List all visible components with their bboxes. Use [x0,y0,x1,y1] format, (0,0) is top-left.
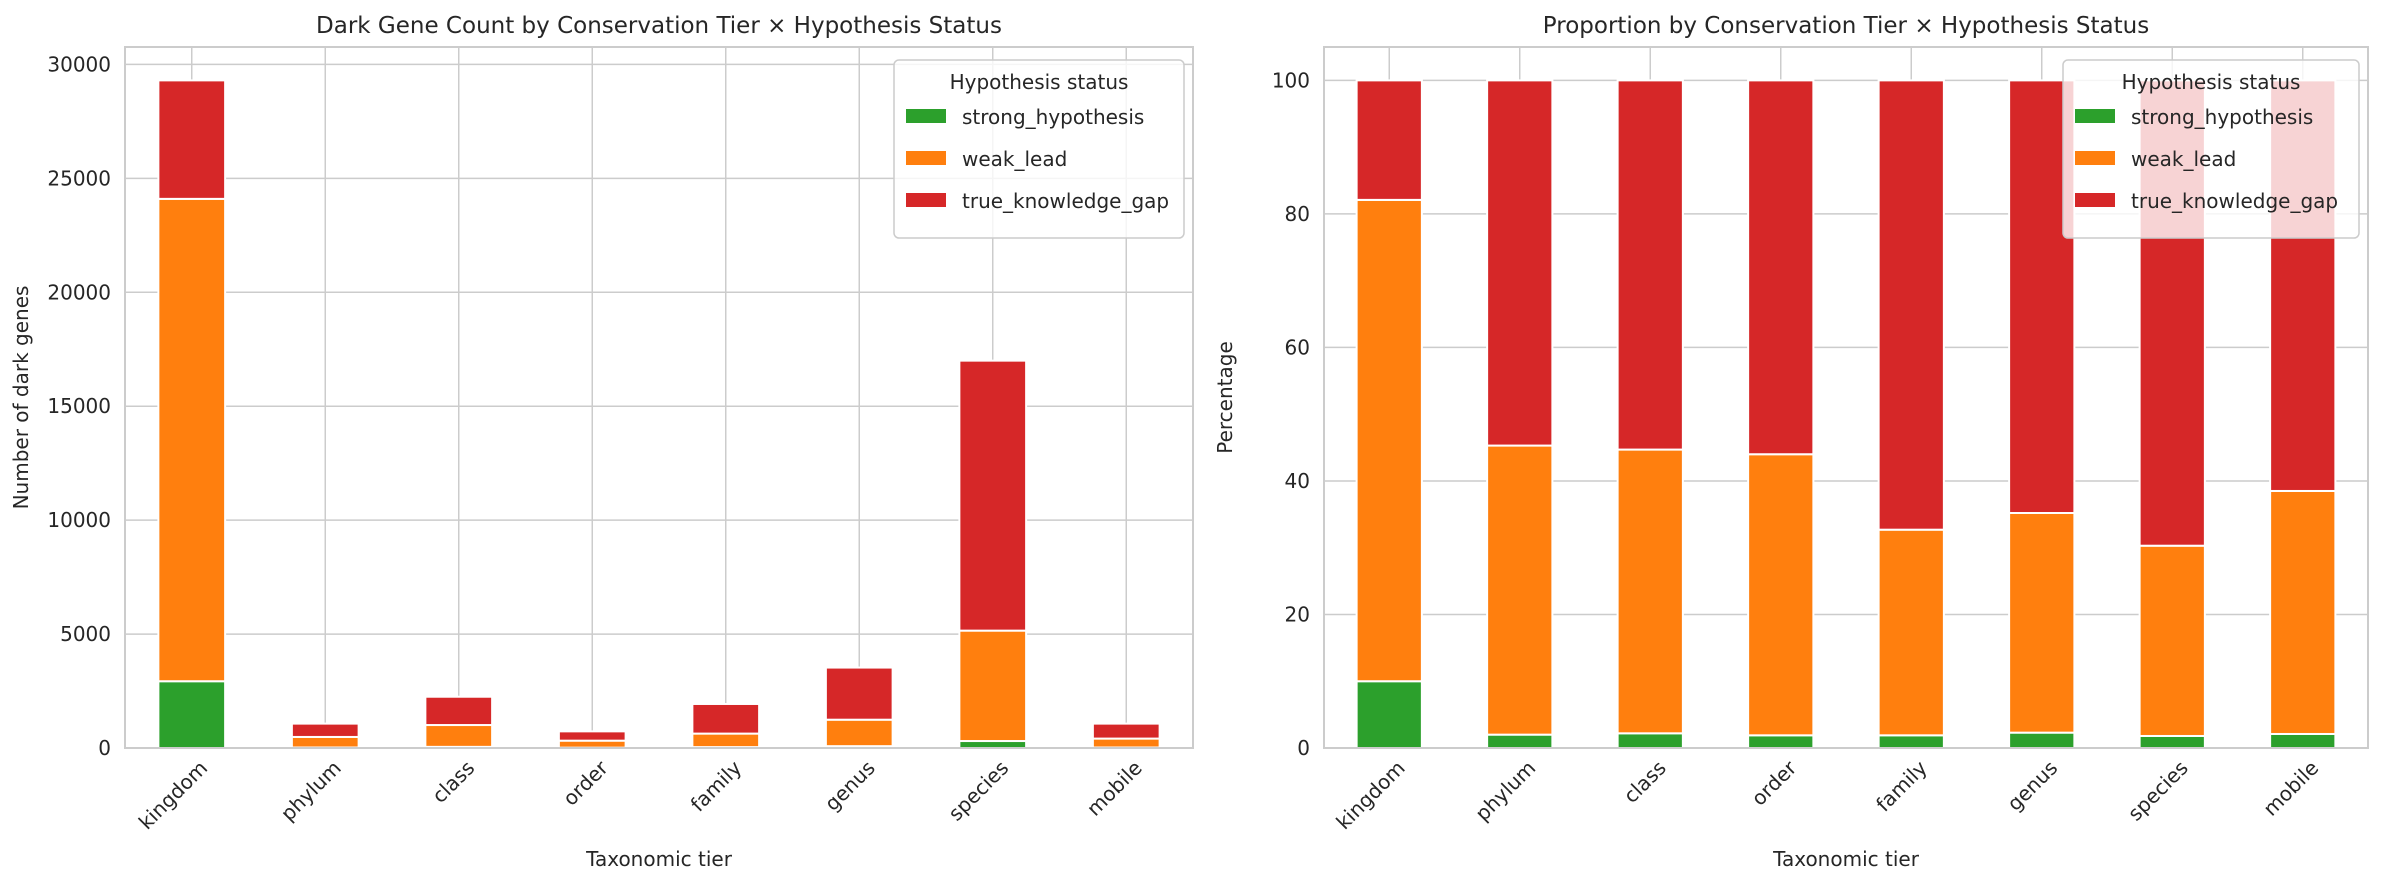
legend-title: Hypothesis status [950,70,1129,94]
bar-strong_hypothesis [1879,735,1944,748]
bar-weak_lead [1357,200,1422,681]
x-tick-label: species [943,756,1013,826]
x-tick-label: species [2123,756,2193,826]
x-tick-label: mobile [1082,756,1147,821]
bar-weak_lead [692,734,759,748]
x-tick-label: genus [2002,756,2062,816]
bar-strong_hypothesis [1748,735,1813,748]
legend-swatch-true_knowledge_gap [2075,193,2115,207]
y-tick-label: 40 [1285,469,1310,493]
x-tick-label: family [686,756,747,817]
x-tick-label: phylum [1470,756,1540,826]
bar-strong_hypothesis [158,681,225,748]
bar-weak_lead [2270,491,2335,734]
bar-true_knowledge_gap [292,724,359,737]
bar-strong_hypothesis [2009,733,2074,748]
x-tick-label: phylum [276,756,346,826]
bar-true_knowledge_gap [559,731,626,740]
legend-label: true_knowledge_gap [962,189,1169,213]
y-tick-label: 20000 [47,280,111,304]
legend-swatch-weak_lead [2075,151,2115,165]
legend-swatch-weak_lead [906,151,946,165]
bar-weak_lead [559,741,626,748]
y-tick-label: 20 [1285,602,1310,626]
bar-weak_lead [1879,530,1944,736]
bar-true_knowledge_gap [1879,80,1944,529]
bar-weak_lead [2140,546,2205,736]
y-tick-label: 10000 [47,508,111,532]
y-tick-label: 30000 [47,52,111,76]
legend-swatch-strong_hypothesis [2075,109,2115,123]
bar-true_knowledge_gap [158,80,225,198]
bar-strong_hypothesis [1357,681,1422,748]
bar-true_knowledge_gap [1093,724,1160,739]
bar-true_knowledge_gap [692,704,759,734]
legend-label: weak_lead [962,147,1067,171]
x-tick-label: kingdom [1331,756,1409,834]
bar-true_knowledge_gap [1618,80,1683,449]
y-tick-label: 100 [1272,68,1310,92]
bar-weak_lead [425,725,492,747]
legend-swatch-true_knowledge_gap [906,193,946,207]
x-tick-label: class [427,756,479,808]
bar-true_knowledge_gap [425,697,492,725]
bar-weak_lead [1748,454,1813,735]
bar-strong_hypothesis [2140,736,2205,748]
bar-weak_lead [826,720,893,746]
bar-strong_hypothesis [1487,735,1552,748]
bar-true_knowledge_gap [1748,80,1813,454]
x-tick-label: genus [820,756,880,816]
y-tick-label: 80 [1285,202,1310,226]
y-tick-label: 0 [98,736,111,760]
bar-weak_lead [1618,450,1683,734]
bar-weak_lead [158,199,225,681]
count-chart: 0 5000 10000 15000 20000 25000 30000 kingdom phy… [9,13,1193,871]
x-tick-label: family [1871,756,1932,817]
legend-title: Hypothesis status [2122,70,2301,94]
bar-weak_lead [2009,513,2074,733]
bar-weak_lead [1093,739,1160,748]
bar-true_knowledge_gap [1357,80,1422,200]
legend-label: weak_lead [2131,147,2236,171]
bar-weak_lead [292,737,359,748]
y-axis-label: Number of dark genes [9,286,33,510]
legend-swatch-strong_hypothesis [906,109,946,123]
bar-strong_hypothesis [2270,734,2335,748]
y-axis-label: Percentage [1213,341,1237,454]
x-tick-label: mobile [2258,756,2323,821]
legend-label: strong_hypothesis [2131,105,2313,129]
bar-true_knowledge_gap [826,668,893,720]
x-axis-label: Taxonomic tier [1772,847,1920,871]
bar-true_knowledge_gap [1487,80,1552,445]
x-tick-label: class [1619,756,1671,808]
x-tick-label: kingdom [134,756,212,834]
legend: Hypothesis status strong_hypothesis weak_l… [894,60,1184,238]
y-tick-label: 0 [1297,736,1310,760]
chart-title: Proportion by Conservation Tier × Hypoth… [1543,13,2149,39]
legend-label: true_knowledge_gap [2131,189,2338,213]
bar-true_knowledge_gap [959,361,1026,631]
y-tick-label: 25000 [47,166,111,190]
x-tick-label: order [1747,755,1802,810]
chart-title: Dark Gene Count by Conservation Tier × H… [316,13,1002,39]
y-tick-label: 15000 [47,394,111,418]
bar-weak_lead [1487,446,1552,735]
y-tick-label: 60 [1285,335,1310,359]
y-tick-label: 5000 [60,622,111,646]
legend-label: strong_hypothesis [962,105,1144,129]
bar-strong_hypothesis [1618,733,1683,748]
bar-strong_hypothesis [959,741,1026,748]
proportion-chart: 0 20 40 60 80 100 kingdom phylum class order famil… [1213,13,2368,871]
legend: Hypothesis status strong_hypothesis weak_l… [2063,60,2359,238]
x-axis-label: Taxonomic tier [585,847,733,871]
x-tick-label: order [558,755,613,810]
bar-weak_lead [959,631,1026,741]
